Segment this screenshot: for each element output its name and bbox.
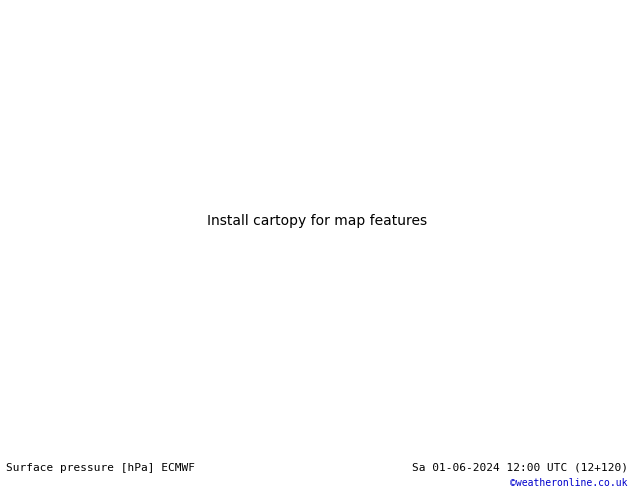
Text: Sa 01-06-2024 12:00 UTC (12+120): Sa 01-06-2024 12:00 UTC (12+120) bbox=[411, 463, 628, 472]
Text: Install cartopy for map features: Install cartopy for map features bbox=[207, 215, 427, 228]
Text: Surface pressure [hPa] ECMWF: Surface pressure [hPa] ECMWF bbox=[6, 463, 195, 472]
Text: ©weatheronline.co.uk: ©weatheronline.co.uk bbox=[510, 478, 628, 488]
